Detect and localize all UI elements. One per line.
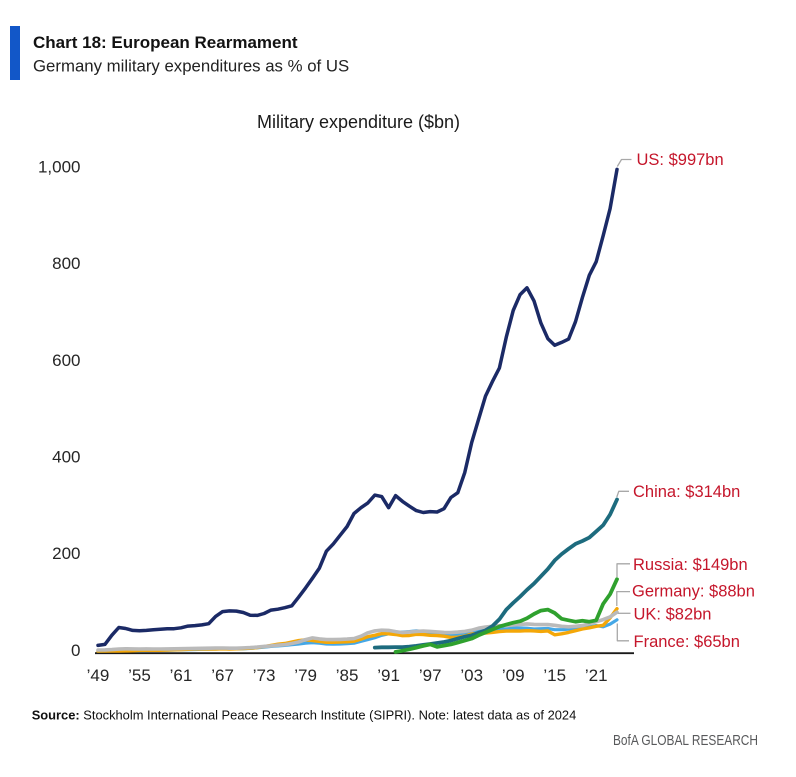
svg-text:200: 200	[52, 544, 80, 563]
svg-text:UK: $82bn: UK: $82bn	[634, 605, 712, 623]
svg-text:400: 400	[52, 448, 80, 467]
svg-text:’79: ’79	[294, 666, 317, 685]
svg-text:’09: ’09	[502, 666, 525, 685]
svg-text:’15: ’15	[543, 666, 566, 685]
svg-text:Chart 18: European Rearmament: Chart 18: European Rearmament	[33, 33, 298, 52]
svg-text:800: 800	[52, 254, 80, 273]
svg-text:’21: ’21	[585, 666, 608, 685]
svg-text:BofA GLOBAL RESEARCH: BofA GLOBAL RESEARCH	[613, 732, 758, 749]
svg-text:China: $314bn: China: $314bn	[633, 483, 740, 501]
svg-text:Russia: $149bn: Russia: $149bn	[633, 556, 748, 574]
svg-text:Germany: $88bn: Germany: $88bn	[632, 583, 755, 601]
svg-text:US: $997bn: US: $997bn	[637, 151, 724, 169]
svg-text:France: $65bn: France: $65bn	[634, 633, 740, 651]
svg-text:’85: ’85	[336, 666, 359, 685]
svg-text:Military expenditure ($bn): Military expenditure ($bn)	[257, 112, 460, 132]
svg-text:’91: ’91	[377, 666, 400, 685]
svg-text:’49: ’49	[87, 666, 110, 685]
svg-text:0: 0	[71, 641, 80, 660]
svg-text:’03: ’03	[460, 666, 483, 685]
svg-text:600: 600	[52, 351, 80, 370]
svg-text:’97: ’97	[419, 666, 442, 685]
svg-text:Source: Stockholm Internationa: Source: Stockholm International Peace Re…	[32, 708, 577, 723]
svg-text:Germany military expenditures: Germany military expenditures as % of US	[33, 56, 349, 75]
svg-text:’61: ’61	[170, 666, 193, 685]
svg-text:1,000: 1,000	[38, 158, 81, 177]
svg-text:’55: ’55	[128, 666, 151, 685]
svg-text:’73: ’73	[253, 666, 276, 685]
svg-text:’67: ’67	[211, 666, 234, 685]
